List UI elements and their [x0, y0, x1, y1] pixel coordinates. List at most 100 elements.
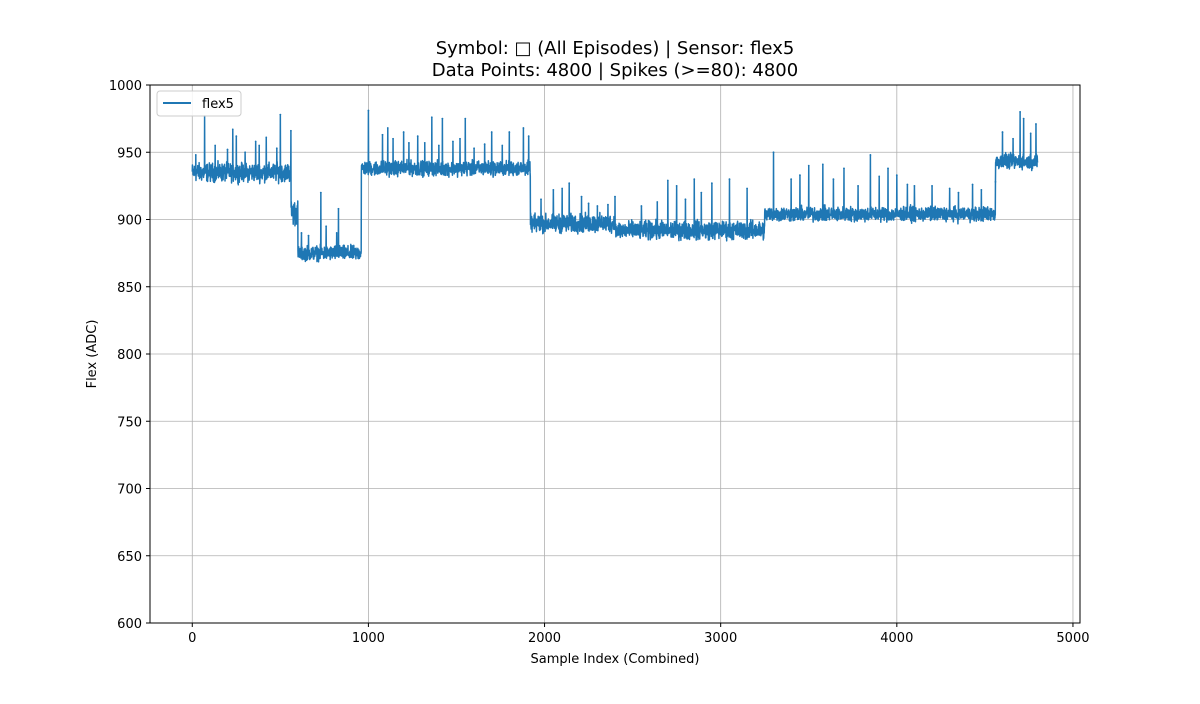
spike-point: [527, 135, 530, 138]
spike-point: [254, 140, 257, 143]
spike-point: [684, 198, 687, 201]
y-tick-label: 600: [117, 617, 142, 632]
spike-point: [265, 136, 268, 139]
spike-point: [235, 135, 238, 138]
spike-point: [857, 184, 859, 187]
spike-point: [337, 207, 340, 210]
spike-point: [994, 180, 997, 183]
spike-point: [335, 232, 338, 234]
spike-point: [790, 178, 793, 181]
spike-point: [948, 187, 951, 190]
spike-point: [821, 163, 824, 166]
spike-point: [666, 179, 669, 182]
spike-point: [214, 144, 217, 147]
spike-point: [300, 232, 303, 234]
spike-point: [408, 141, 410, 144]
y-tick-label: 750: [117, 415, 142, 430]
spike-point: [244, 151, 247, 154]
spike-point: [522, 127, 525, 129]
plot-data: [191, 109, 1039, 263]
spike-point: [416, 135, 419, 138]
spike-point: [490, 131, 493, 133]
spike-point: [437, 144, 440, 147]
spike-point: [832, 178, 835, 181]
spike-point: [587, 202, 590, 205]
spike-point: [441, 117, 444, 120]
spike-point: [1022, 117, 1025, 120]
spike-point: [279, 113, 282, 116]
y-tick-label: 1000: [109, 79, 142, 94]
x-tick-label: 2000: [528, 631, 561, 646]
spike-point: [607, 203, 609, 206]
spike-point: [700, 191, 703, 194]
spike-point: [887, 167, 889, 170]
legend-label-flex5: flex5: [202, 97, 234, 112]
spike-point: [675, 184, 678, 187]
y-tick-label: 850: [117, 281, 142, 296]
spike-point: [540, 198, 542, 201]
spike-point: [913, 184, 916, 187]
spike-point: [483, 143, 486, 146]
y-tick-label: 800: [117, 348, 142, 363]
spike-point: [1035, 123, 1037, 125]
spike-point: [1029, 132, 1032, 135]
spike-point: [580, 195, 583, 198]
spike-point: [402, 131, 405, 133]
spike-point: [386, 127, 389, 129]
spike-point: [275, 147, 278, 150]
spike-point: [1012, 137, 1014, 140]
spike-point: [640, 205, 643, 207]
spike-point: [596, 205, 599, 207]
spike-point: [226, 148, 229, 151]
spike-point: [869, 154, 872, 156]
legend-box: [156, 90, 242, 117]
spike-point: [656, 201, 659, 203]
spike-point: [319, 191, 322, 194]
spike-point: [807, 164, 810, 167]
spike-point: [561, 187, 564, 190]
spike-point: [501, 144, 504, 147]
spike-point: [895, 174, 898, 177]
spike-point: [693, 178, 696, 181]
spike-point: [799, 174, 801, 177]
spike-point: [307, 234, 310, 237]
spike-point: [980, 189, 983, 191]
y-tick-label: 650: [117, 550, 142, 565]
chart-title-line2: Data Points: 4800 | Spikes (>=80): 4800: [432, 60, 798, 81]
y-tick-label: 950: [117, 146, 142, 161]
spike-point: [194, 154, 197, 156]
x-tick-label: 1000: [352, 631, 385, 646]
x-tick-label: 0: [188, 631, 196, 646]
legend: flex5: [156, 90, 242, 117]
spike-point: [614, 195, 616, 198]
spike-point: [473, 147, 475, 150]
series-line-flex5: [191, 109, 1039, 263]
spike-point: [459, 137, 461, 140]
spike-point: [381, 133, 384, 136]
x-tick-label: 4000: [880, 631, 913, 646]
spike-point: [508, 131, 511, 133]
spike-point: [552, 189, 555, 191]
y-tick-label: 700: [117, 483, 142, 498]
y-tick-label: 900: [117, 214, 142, 229]
spike-point: [728, 178, 731, 181]
chart-title-line1: Symbol: □ (All Episodes) | Sensor: flex5: [436, 38, 795, 59]
spike-point: [772, 151, 775, 154]
spike-point: [423, 141, 426, 144]
spike-point: [430, 116, 433, 119]
spike-point: [290, 129, 292, 132]
x-tick-label: 5000: [1056, 631, 1089, 646]
spike-point: [367, 109, 370, 112]
spike-point: [1019, 111, 1022, 113]
spike-point: [452, 140, 454, 143]
x-tick-label: 3000: [704, 631, 737, 646]
spike-point: [931, 184, 933, 187]
spike-point: [906, 183, 909, 186]
spike-point: [568, 182, 571, 185]
spike-point: [1001, 131, 1004, 133]
y-axis-label: Flex (ADC): [85, 320, 100, 389]
spike-point: [957, 191, 960, 194]
